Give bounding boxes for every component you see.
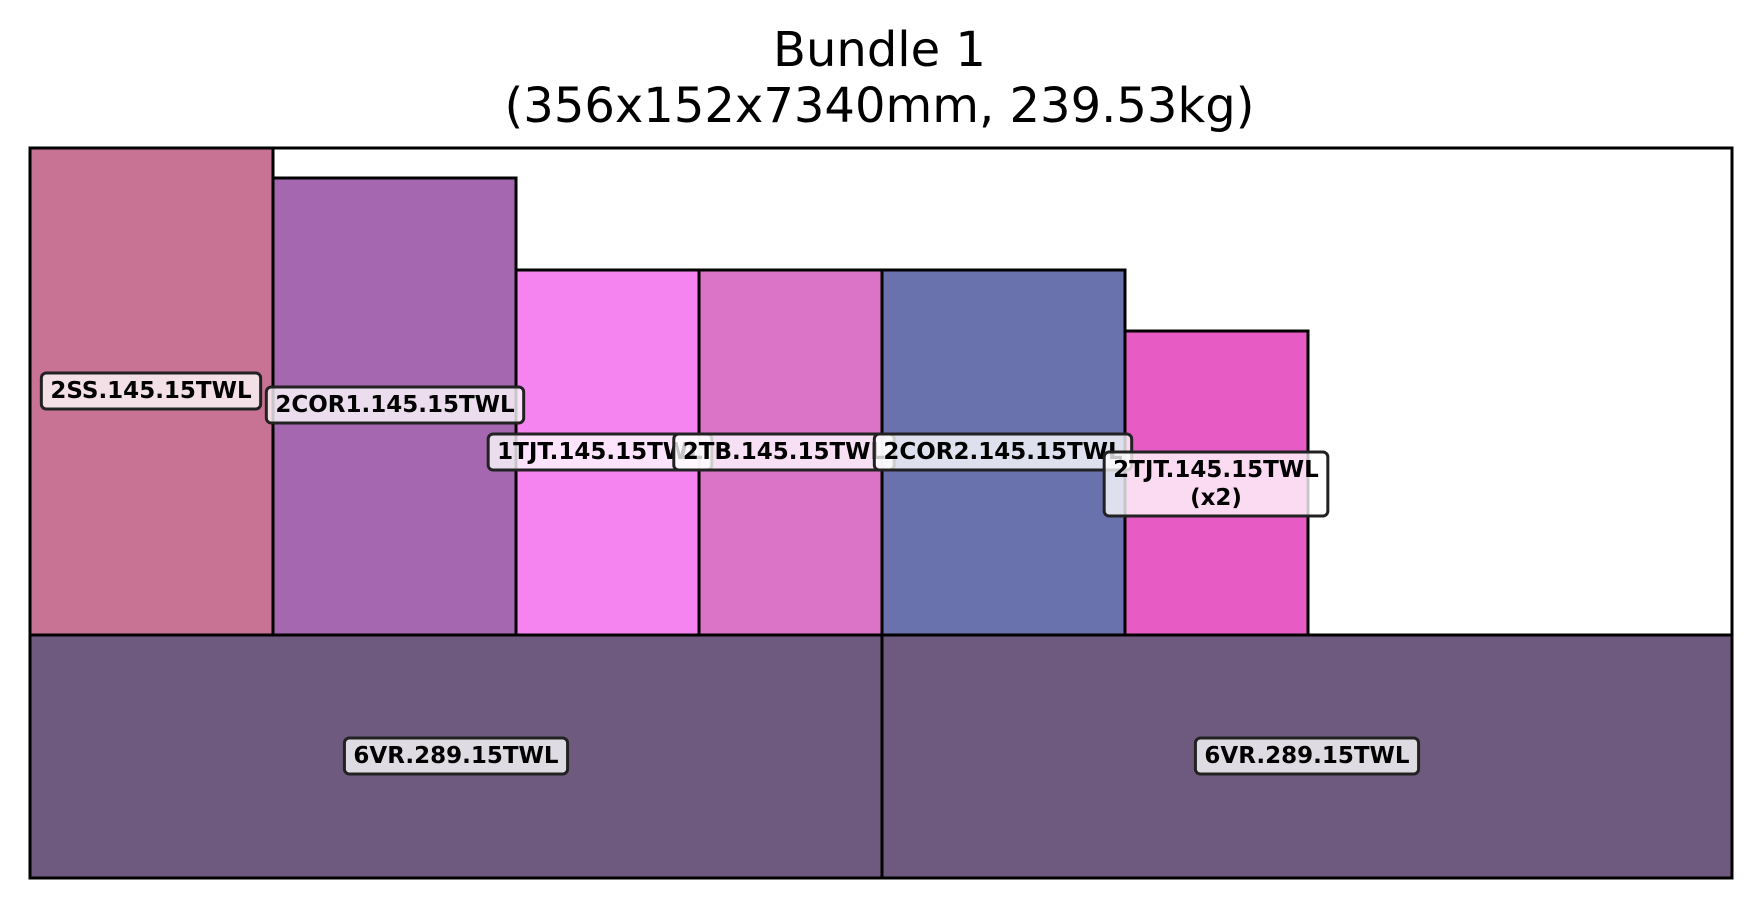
piece-label-8: 6VR.289.15TWL	[1193, 736, 1421, 776]
piece-label-5: 2COR2.145.15TWL	[872, 432, 1134, 472]
bundle-subtitle: (356x152x7340mm, 239.53kg)	[504, 78, 1255, 134]
svg-text:6VR.289.15TWL: 6VR.289.15TWL	[353, 743, 558, 769]
piece-label-7: 6VR.289.15TWL	[342, 736, 570, 776]
svg-text:6VR.289.15TWL: 6VR.289.15TWL	[1204, 743, 1409, 769]
piece-label-2: 2COR1.145.15TWL	[264, 385, 526, 425]
svg-text:2COR1.145.15TWL: 2COR1.145.15TWL	[275, 392, 515, 418]
svg-text:2SS.145.15TWL: 2SS.145.15TWL	[50, 378, 252, 404]
svg-text:(x2): (x2)	[1190, 485, 1242, 511]
svg-text:2TJT.145.15TWL: 2TJT.145.15TWL	[1113, 457, 1319, 483]
piece-label-4: 2TB.145.15TWL	[672, 432, 896, 472]
piece-label-1: 2SS.145.15TWL	[39, 371, 263, 411]
bundle-title: Bundle 1	[773, 22, 986, 78]
piece-label-6: 2TJT.145.15TWL(x2)	[1102, 450, 1330, 518]
svg-text:1TJT.145.15TWL: 1TJT.145.15TWL	[497, 439, 703, 465]
svg-text:2COR2.145.15TWL: 2COR2.145.15TWL	[883, 439, 1123, 465]
piece-label-3: 1TJT.145.15TWL	[486, 432, 714, 472]
svg-text:2TB.145.15TWL: 2TB.145.15TWL	[683, 439, 886, 465]
